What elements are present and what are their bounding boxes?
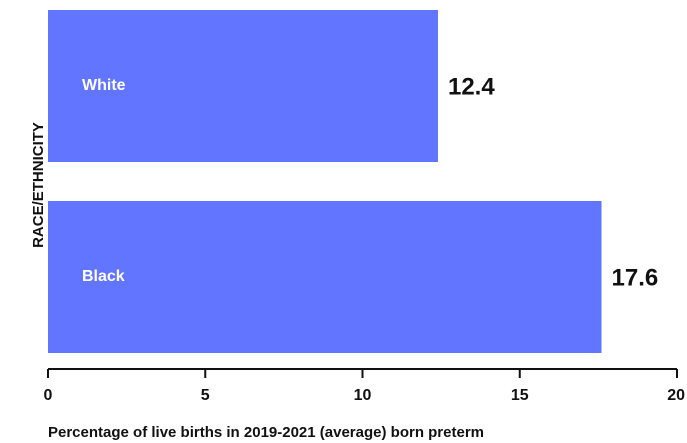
bar-label-white: White (82, 77, 126, 94)
x-tick-label-10: 10 (354, 387, 372, 404)
x-tick-label-15: 15 (511, 387, 529, 404)
y-axis-title: RACE/ETHNICITY (30, 122, 47, 248)
x-tick-label-20: 20 (667, 387, 685, 404)
bar-label-black: Black (82, 268, 125, 285)
bar-black (48, 201, 602, 353)
value-label-black: 17.6 (612, 264, 659, 291)
bars-layer: White 12.4 Black 17.6 (48, 10, 658, 353)
x-axis-title: Percentage of live births in 2019-2021 (… (48, 424, 484, 441)
bar-white (48, 10, 438, 162)
x-tick-label-0: 0 (44, 387, 53, 404)
x-tick-label-5: 5 (201, 387, 210, 404)
x-axis: 0 5 10 15 20 (44, 368, 685, 404)
value-label-white: 12.4 (448, 73, 495, 100)
